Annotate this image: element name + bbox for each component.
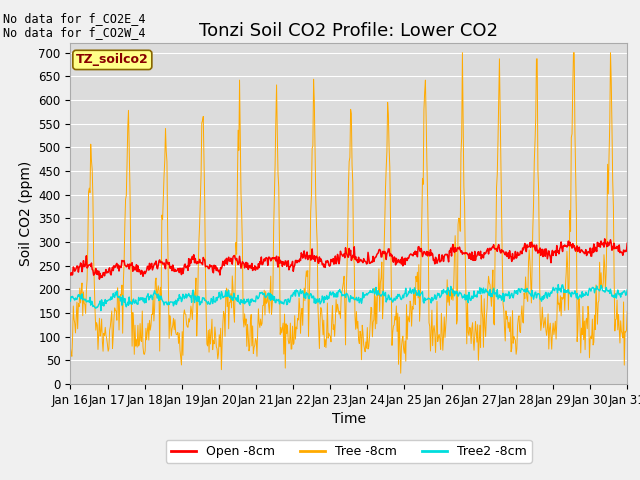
Tree2 -8cm <box>235 299 243 305</box>
Tree2 -8cm <box>262 293 270 299</box>
Tree -8cm <box>262 288 269 294</box>
Open -8cm <box>132 262 140 267</box>
Tree -8cm <box>438 330 446 336</box>
Open -8cm <box>67 272 74 278</box>
Line: Tree -8cm: Tree -8cm <box>70 53 627 373</box>
Line: Tree2 -8cm: Tree2 -8cm <box>70 285 627 311</box>
Y-axis label: Soil CO2 (ppm): Soil CO2 (ppm) <box>19 161 33 266</box>
Tree2 -8cm <box>554 282 562 288</box>
Tree -8cm <box>397 370 404 376</box>
X-axis label: Time: Time <box>332 412 366 426</box>
Open -8cm <box>235 260 243 266</box>
Tree -8cm <box>623 309 631 314</box>
Open -8cm <box>407 251 415 257</box>
Open -8cm <box>601 236 609 242</box>
Legend: Open -8cm, Tree -8cm, Tree2 -8cm: Open -8cm, Tree -8cm, Tree2 -8cm <box>166 440 532 463</box>
Tree -8cm <box>459 50 467 56</box>
Tree -8cm <box>67 345 74 350</box>
Tree -8cm <box>407 302 415 308</box>
Tree2 -8cm <box>97 308 105 313</box>
Open -8cm <box>262 255 270 261</box>
Tree2 -8cm <box>623 287 631 293</box>
Tree2 -8cm <box>132 301 140 307</box>
Tree2 -8cm <box>407 290 415 296</box>
Tree -8cm <box>132 343 140 349</box>
Title: Tonzi Soil CO2 Profile: Lower CO2: Tonzi Soil CO2 Profile: Lower CO2 <box>199 22 499 40</box>
Line: Open -8cm: Open -8cm <box>70 239 627 279</box>
Text: No data for f_CO2W_4: No data for f_CO2W_4 <box>3 26 146 39</box>
Tree2 -8cm <box>284 301 291 307</box>
Open -8cm <box>438 252 446 258</box>
Open -8cm <box>284 260 291 266</box>
Text: No data for f_CO2E_4: No data for f_CO2E_4 <box>3 12 146 25</box>
Tree -8cm <box>234 127 242 133</box>
Tree2 -8cm <box>67 298 74 304</box>
Tree2 -8cm <box>438 288 446 293</box>
Tree -8cm <box>283 331 291 336</box>
Text: TZ_soilco2: TZ_soilco2 <box>76 53 148 66</box>
Open -8cm <box>95 276 103 282</box>
Open -8cm <box>623 240 631 246</box>
